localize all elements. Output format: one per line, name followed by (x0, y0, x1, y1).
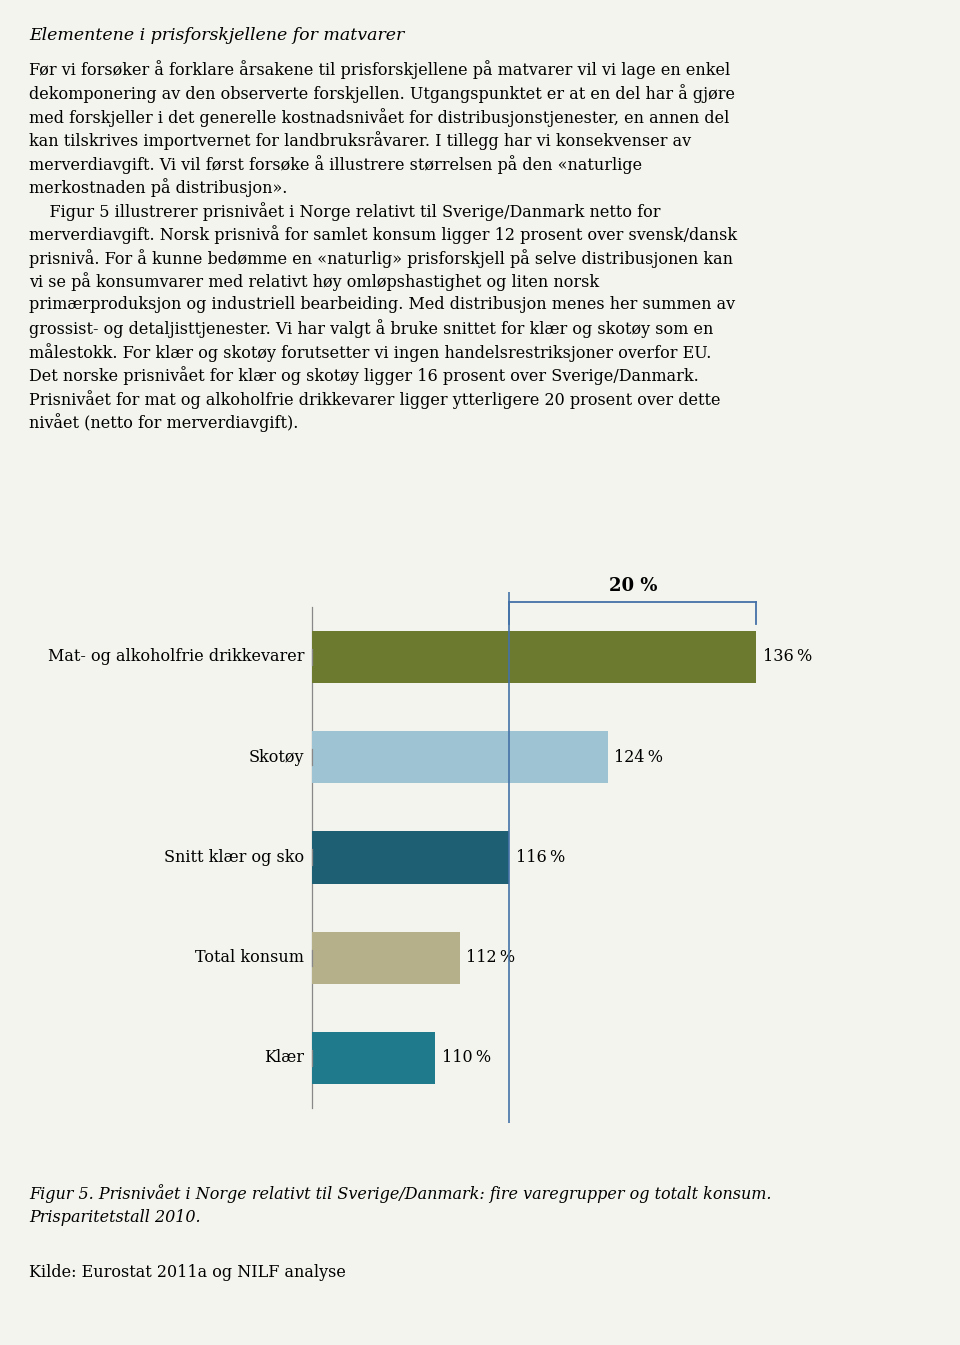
Text: Det norske prisnivået for klær og skotøy ligger 16 prosent over Sverige/Danmark.: Det norske prisnivået for klær og skotøy… (29, 367, 699, 386)
Bar (312, 1032, 436, 1084)
Text: Kilde: Eurostat 2011a og NILF analyse: Kilde: Eurostat 2011a og NILF analyse (29, 1264, 346, 1282)
Text: kan tilskrives importvernet for landbruksråvarer. I tillegg har vi konsekvenser : kan tilskrives importvernet for landbruk… (29, 132, 691, 151)
Text: Prisnivået for mat og alkoholfrie drikkevarer ligger ytterligere 20 prosent over: Prisnivået for mat og alkoholfrie drikke… (29, 390, 720, 409)
Text: grossist- og detaljisttjenester. Vi har valgt å bruke snittet for klær og skotøy: grossist- og detaljisttjenester. Vi har … (29, 320, 713, 339)
Text: merverdiavgift. Vi vil først forsøke å illustrere størrelsen på den «naturlige: merverdiavgift. Vi vil først forsøke å i… (29, 155, 642, 174)
Bar (312, 732, 609, 783)
Text: Total konsum: Total konsum (195, 950, 304, 966)
Text: prisnivå. For å kunne bedømme en «naturlig» prisforskjell på selve distribusjone: prisnivå. For å kunne bedømme en «naturl… (29, 249, 732, 268)
Bar (312, 932, 460, 983)
Text: nivået (netto for merverdiavgift).: nivået (netto for merverdiavgift). (29, 414, 299, 433)
Text: 112 %: 112 % (467, 950, 516, 966)
Text: Figur 5. Prisnivået i Norge relativt til Sverige/Danmark: fire varegrupper og to: Figur 5. Prisnivået i Norge relativt til… (29, 1184, 771, 1227)
Text: Snitt klær og sko: Snitt klær og sko (164, 849, 304, 866)
Text: dekomponering av den observerte forskjellen. Utgangspunktet er at en del har å g: dekomponering av den observerte forskjel… (29, 83, 734, 104)
Text: 136 %: 136 % (762, 648, 812, 666)
Text: Mat- og alkoholfrie drikkevarer: Mat- og alkoholfrie drikkevarer (48, 648, 304, 666)
Bar (312, 631, 756, 683)
Text: Skotøy: Skotøy (249, 749, 304, 765)
Text: 110 %: 110 % (442, 1049, 491, 1067)
Text: med forskjeller i det generelle kostnadsnivået for distribusjonstjenester, en an: med forskjeller i det generelle kostnads… (29, 108, 730, 126)
Text: Elementene i prisforskjellene for matvarer: Elementene i prisforskjellene for matvar… (29, 27, 404, 44)
Text: Før vi forsøker å forklare årsakene til prisforskjellene på matvarer vil vi lage: Før vi forsøker å forklare årsakene til … (29, 61, 730, 79)
Text: Klær: Klær (264, 1049, 304, 1067)
Text: 124 %: 124 % (614, 749, 663, 765)
Text: 116 %: 116 % (516, 849, 564, 866)
Text: merkostnaden på distribusjon».: merkostnaden på distribusjon». (29, 179, 287, 198)
Bar (312, 831, 510, 884)
Text: vi se på konsumvarer med relativt høy omløpshastighet og liten norsk: vi se på konsumvarer med relativt høy om… (29, 273, 599, 292)
Text: primærproduksjon og industriell bearbeiding. Med distribusjon menes her summen a: primærproduksjon og industriell bearbeid… (29, 296, 735, 313)
Text: målestokk. For klær og skotøy forutsetter vi ingen handelsrestriksjoner overfor : målestokk. For klær og skotøy forutsette… (29, 343, 711, 362)
Text: Figur 5 illustrerer prisnivået i Norge relativt til Sverige/Danmark netto for: Figur 5 illustrerer prisnivået i Norge r… (29, 202, 660, 221)
Text: merverdiavgift. Norsk prisnivå for samlet konsum ligger 12 prosent over svensk/d: merverdiavgift. Norsk prisnivå for samle… (29, 226, 737, 245)
Text: 20 %: 20 % (609, 577, 658, 594)
